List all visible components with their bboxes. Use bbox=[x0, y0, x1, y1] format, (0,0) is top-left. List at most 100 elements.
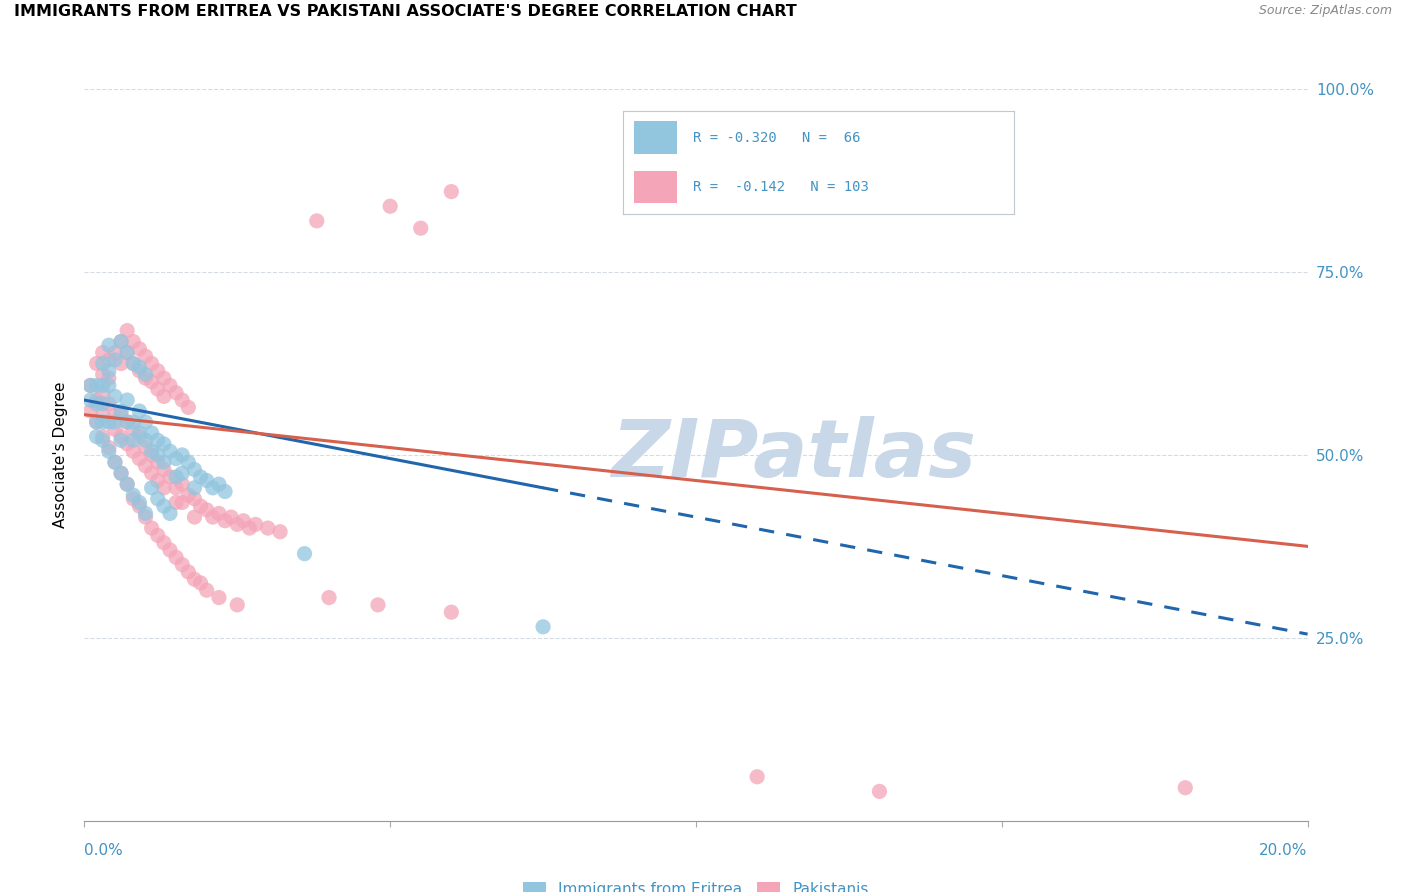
Point bbox=[115, 437, 138, 451]
Point bbox=[135, 510, 157, 524]
Point bbox=[409, 221, 432, 235]
Point bbox=[135, 349, 157, 363]
Point bbox=[172, 558, 194, 572]
Point bbox=[208, 591, 231, 605]
Point bbox=[79, 393, 101, 408]
Point bbox=[153, 462, 176, 476]
Point bbox=[294, 547, 316, 561]
Point bbox=[122, 444, 145, 458]
Point bbox=[153, 371, 176, 385]
Point bbox=[219, 510, 242, 524]
Point bbox=[91, 397, 114, 411]
Point bbox=[97, 444, 120, 458]
Point bbox=[122, 488, 145, 502]
Point bbox=[165, 550, 187, 565]
Point bbox=[91, 385, 114, 400]
Point bbox=[183, 481, 205, 495]
Point bbox=[86, 430, 108, 444]
Point bbox=[104, 415, 127, 429]
Point bbox=[115, 415, 138, 429]
Point bbox=[146, 448, 169, 462]
Point bbox=[86, 415, 108, 429]
Point bbox=[122, 422, 145, 436]
Point bbox=[380, 199, 402, 213]
Point bbox=[141, 356, 163, 371]
Point bbox=[97, 441, 120, 455]
Point bbox=[110, 404, 132, 418]
Point bbox=[440, 185, 463, 199]
Point bbox=[110, 356, 132, 371]
Point bbox=[159, 470, 181, 484]
Point bbox=[135, 434, 157, 448]
Point bbox=[135, 507, 157, 521]
Point bbox=[104, 345, 127, 359]
Y-axis label: Associate's Degree: Associate's Degree bbox=[53, 382, 69, 528]
Point bbox=[122, 491, 145, 506]
Point bbox=[172, 466, 194, 480]
Point bbox=[141, 521, 163, 535]
Point bbox=[190, 576, 212, 591]
Point bbox=[115, 324, 138, 338]
Point bbox=[531, 620, 554, 634]
Point bbox=[141, 448, 163, 462]
Point bbox=[183, 491, 205, 506]
Point bbox=[104, 422, 127, 436]
Point bbox=[86, 356, 108, 371]
Point bbox=[146, 528, 169, 542]
Point bbox=[104, 389, 127, 403]
Point bbox=[86, 397, 108, 411]
Point bbox=[141, 466, 163, 480]
Point bbox=[201, 481, 224, 495]
Text: 0.0%: 0.0% bbox=[84, 843, 124, 858]
Point bbox=[104, 455, 127, 469]
Point bbox=[172, 477, 194, 491]
Point bbox=[115, 477, 138, 491]
Point bbox=[195, 503, 218, 517]
Point bbox=[159, 444, 181, 458]
Point bbox=[86, 378, 108, 392]
Point bbox=[214, 514, 236, 528]
Point bbox=[318, 591, 340, 605]
Point bbox=[110, 466, 132, 480]
Point bbox=[128, 404, 150, 418]
Point bbox=[440, 605, 463, 619]
Point bbox=[177, 455, 200, 469]
Point bbox=[115, 393, 138, 408]
Point bbox=[190, 499, 212, 513]
Point bbox=[128, 425, 150, 440]
Point bbox=[232, 514, 254, 528]
Point bbox=[208, 507, 231, 521]
Point bbox=[128, 430, 150, 444]
Point bbox=[115, 345, 138, 359]
Point bbox=[115, 345, 138, 359]
Point bbox=[146, 491, 169, 506]
Point bbox=[122, 334, 145, 349]
Point bbox=[110, 408, 132, 422]
Point bbox=[165, 495, 187, 509]
Point bbox=[110, 434, 132, 448]
Point bbox=[110, 334, 132, 349]
Point bbox=[115, 415, 138, 429]
Point bbox=[195, 474, 218, 488]
Point bbox=[153, 389, 176, 403]
Point bbox=[122, 415, 145, 429]
Point bbox=[159, 378, 181, 392]
Point bbox=[146, 382, 169, 396]
Point bbox=[269, 524, 291, 539]
Point bbox=[135, 458, 157, 473]
Point bbox=[104, 408, 127, 422]
Point bbox=[146, 474, 169, 488]
Point bbox=[128, 360, 150, 375]
Point bbox=[86, 393, 108, 408]
Point bbox=[91, 368, 114, 382]
Point bbox=[97, 397, 120, 411]
Point bbox=[201, 510, 224, 524]
Point bbox=[214, 484, 236, 499]
Point bbox=[91, 345, 114, 359]
Point bbox=[869, 784, 891, 798]
Point bbox=[135, 441, 157, 455]
Point bbox=[141, 444, 163, 458]
Point bbox=[183, 510, 205, 524]
Point bbox=[153, 481, 176, 495]
Point bbox=[135, 415, 157, 429]
